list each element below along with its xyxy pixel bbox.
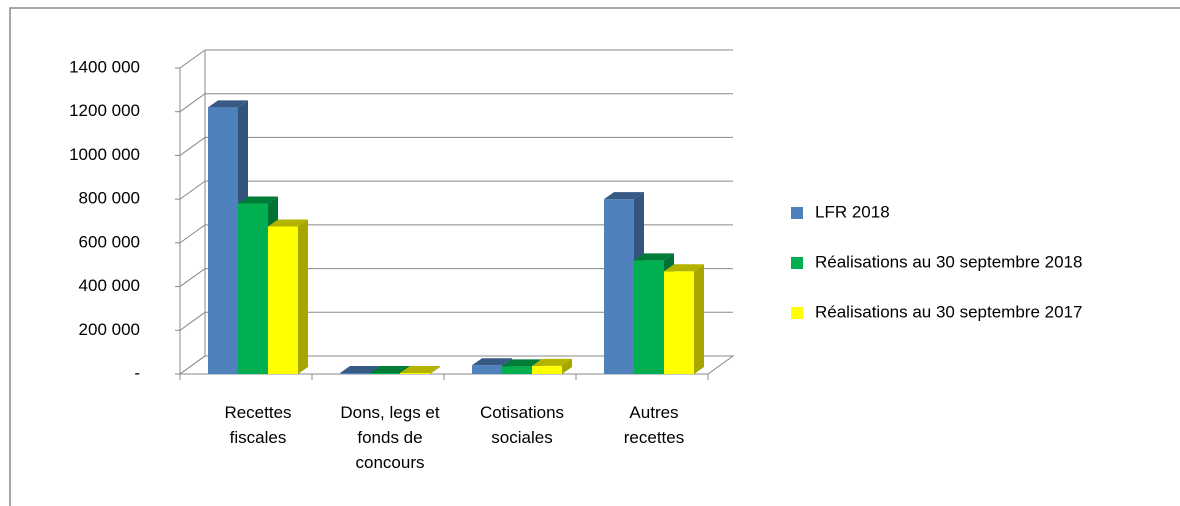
bar-side bbox=[298, 219, 308, 374]
bar-top bbox=[400, 366, 440, 373]
bar-top bbox=[532, 358, 572, 366]
legend-label: Réalisations au 30 septembre 2017 bbox=[815, 302, 1082, 321]
legend-marker bbox=[791, 257, 803, 269]
bar-top bbox=[472, 358, 512, 366]
bar-top bbox=[268, 219, 308, 227]
grid-line bbox=[179, 93, 206, 113]
bar-top bbox=[208, 100, 248, 108]
grid-line bbox=[179, 224, 206, 244]
bar bbox=[532, 358, 572, 374]
bar-front bbox=[664, 271, 694, 374]
x-tick-label: Recettes fiscales bbox=[224, 403, 292, 447]
bar-front bbox=[532, 365, 562, 374]
y-tick-label: 200 000 bbox=[79, 320, 140, 339]
grid-line bbox=[179, 137, 206, 156]
bar-side bbox=[430, 366, 440, 374]
bar-top bbox=[238, 196, 278, 204]
bar-top bbox=[502, 359, 542, 367]
bar-front bbox=[268, 226, 298, 374]
bar-front bbox=[370, 373, 400, 374]
y-tick-label: 1400 000 bbox=[69, 57, 140, 76]
bar-front bbox=[208, 107, 238, 374]
chart-frame bbox=[9, 7, 1180, 506]
bar-top bbox=[664, 264, 704, 272]
y-tick-label: 1200 000 bbox=[69, 101, 140, 120]
x-tick-label: Cotisations sociales bbox=[479, 403, 565, 447]
x-tick-label: Autres recettes bbox=[623, 403, 685, 447]
grid-line bbox=[179, 49, 206, 69]
legend-marker bbox=[791, 207, 803, 219]
y-tick-label: 400 000 bbox=[79, 276, 140, 295]
bar bbox=[664, 264, 704, 374]
bar-top bbox=[370, 366, 410, 373]
bar-side bbox=[562, 358, 572, 374]
grid-line bbox=[179, 355, 206, 375]
bar-front bbox=[604, 199, 634, 374]
y-tick-label: 1000 000 bbox=[69, 145, 140, 164]
grid-line bbox=[179, 180, 206, 200]
bar-front bbox=[502, 366, 532, 374]
legend-marker bbox=[791, 307, 803, 319]
bar bbox=[400, 366, 440, 374]
bar-front bbox=[472, 365, 502, 374]
bar-front bbox=[238, 203, 268, 374]
bar-top bbox=[340, 366, 380, 373]
x-tick-label: Dons, legs et fonds de concours bbox=[340, 403, 440, 472]
grid-line bbox=[179, 268, 206, 287]
y-tick-label: 600 000 bbox=[79, 232, 140, 251]
bar-front bbox=[340, 373, 370, 374]
y-tick-label: 800 000 bbox=[79, 189, 140, 208]
legend-label: Réalisations au 30 septembre 2018 bbox=[815, 252, 1082, 271]
bar-front bbox=[400, 373, 430, 374]
bar-side bbox=[694, 264, 704, 374]
y-tick-label: - bbox=[134, 363, 140, 382]
bar bbox=[268, 219, 308, 374]
bar-top bbox=[634, 253, 674, 261]
bar-front bbox=[634, 260, 664, 374]
grid-line bbox=[179, 311, 206, 331]
legend-label: LFR 2018 bbox=[815, 202, 890, 221]
bar-top bbox=[604, 192, 644, 200]
